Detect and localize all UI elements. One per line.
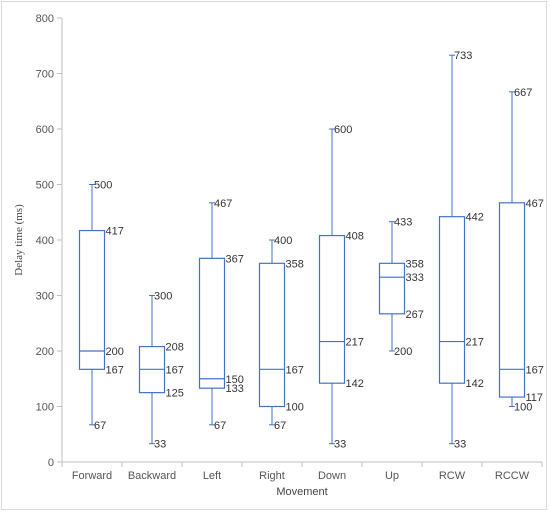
axes: 0 100 200 300 400 500 600 700 800 xyxy=(36,13,543,469)
q1-label: 125 xyxy=(166,388,184,400)
q1-label: 267 xyxy=(406,309,424,321)
q3-label: 467 xyxy=(526,198,544,210)
x-axis-title: Movement xyxy=(276,486,327,498)
box-forward: Forward 500 417 200 167 67 xyxy=(72,180,124,483)
median-label: 167 xyxy=(166,364,184,376)
median-label: 217 xyxy=(346,337,364,349)
max-label: 467 xyxy=(214,198,232,210)
iqr-box xyxy=(498,202,526,398)
box-rcw: RCW 733 442 217 142 33 xyxy=(439,50,484,482)
min-label: 100 xyxy=(514,402,532,414)
max-label: 433 xyxy=(394,217,412,229)
min-label: 33 xyxy=(154,439,166,451)
y-tick-label: 800 xyxy=(36,13,54,25)
iqr-box xyxy=(78,229,106,370)
q1-label: 100 xyxy=(286,402,304,414)
q3-label: 408 xyxy=(346,231,364,243)
median-label: 167 xyxy=(526,364,544,376)
x-tick-label: RCW xyxy=(439,470,466,482)
y-tick-label: 500 xyxy=(36,180,54,192)
max-label: 600 xyxy=(334,124,352,136)
x-tick-label: Down xyxy=(318,470,346,482)
max-label: 667 xyxy=(514,87,532,99)
median-label: 150 xyxy=(226,374,244,386)
iqr-box xyxy=(258,262,286,408)
max-label: 500 xyxy=(94,180,112,192)
x-tick-label: Backward xyxy=(128,470,176,482)
y-tick-label: 600 xyxy=(36,124,54,136)
x-tick-label: Left xyxy=(203,470,221,482)
max-label: 300 xyxy=(154,291,172,303)
median-label: 217 xyxy=(466,337,484,349)
q1-label: 133 xyxy=(226,383,244,395)
q3-label: 208 xyxy=(166,342,184,354)
x-tick-label: Up xyxy=(385,470,399,482)
box-down: Down 600 408 217 142 33 xyxy=(318,124,364,482)
q3-label: 442 xyxy=(466,212,484,224)
q3-label: 417 xyxy=(106,226,124,238)
median-label: 167 xyxy=(286,364,304,376)
y-tick-label: 200 xyxy=(36,346,54,358)
box-up: Up 433 358 333 267 200 xyxy=(378,217,424,482)
y-tick-label: 0 xyxy=(48,457,54,469)
q3-label: 358 xyxy=(286,258,304,270)
q1-label: 142 xyxy=(466,378,484,390)
min-label: 67 xyxy=(94,420,106,432)
y-axis-title: Delay time (ms) xyxy=(13,204,25,276)
x-tick-label: Right xyxy=(259,470,285,482)
x-tick-label: Forward xyxy=(72,470,112,482)
q1-label: 167 xyxy=(106,364,124,376)
median-label: 200 xyxy=(106,346,124,358)
min-label: 67 xyxy=(214,420,226,432)
y-tick-label: 100 xyxy=(36,402,54,414)
y-tick-label: 300 xyxy=(36,291,54,303)
q3-label: 367 xyxy=(226,253,244,265)
min-label: 200 xyxy=(394,346,412,358)
iqr-box xyxy=(438,216,466,384)
x-tick-label: RCCW xyxy=(495,470,530,482)
min-label: 33 xyxy=(334,439,346,451)
min-label: 67 xyxy=(274,420,286,432)
iqr-box xyxy=(378,262,406,315)
min-label: 33 xyxy=(454,439,466,451)
q3-label: 358 xyxy=(406,258,424,270)
max-label: 733 xyxy=(454,50,472,62)
iqr-box xyxy=(318,234,346,384)
box-backward: Backward 300 208 167 125 33 xyxy=(128,291,184,483)
iqr-box xyxy=(198,257,226,389)
median-label: 333 xyxy=(406,272,424,284)
y-tick-label: 400 xyxy=(36,235,54,247)
y-tick-label: 700 xyxy=(36,69,54,81)
boxes: Forward 500 417 200 167 67 Backward 300 208 167 12… xyxy=(72,50,544,482)
q1-label: 142 xyxy=(346,378,364,390)
max-label: 400 xyxy=(274,235,292,247)
q1-label: 117 xyxy=(526,392,544,404)
